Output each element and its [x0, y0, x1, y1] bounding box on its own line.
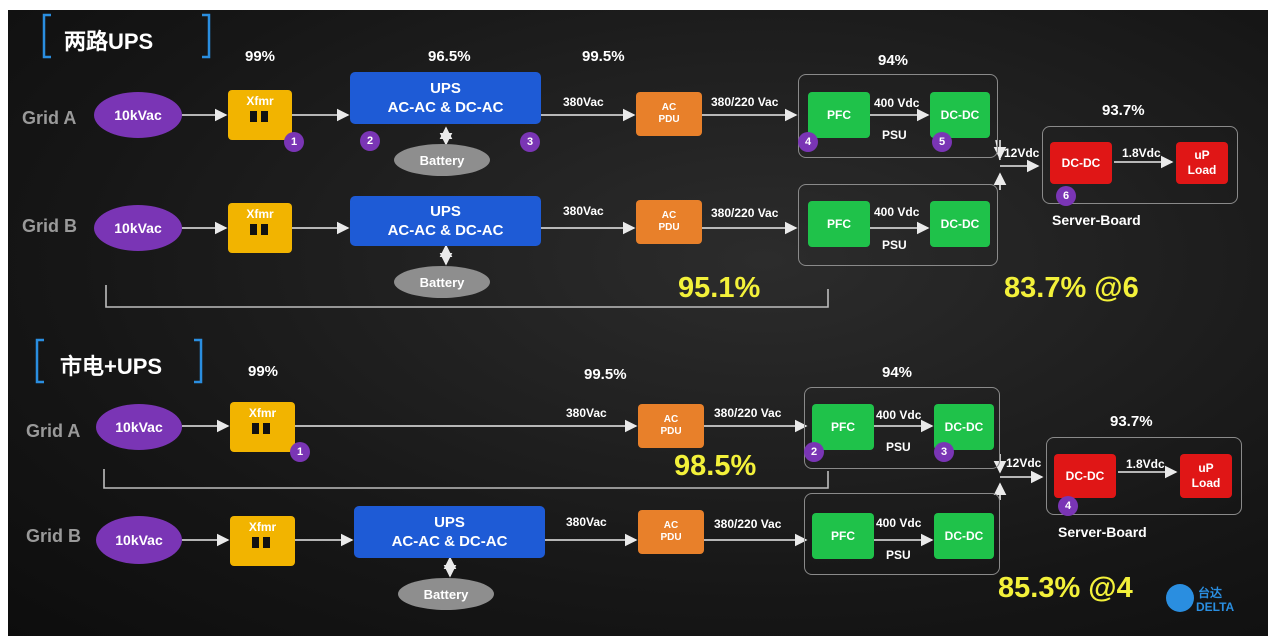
voltage-1-8vdc: 1.8Vdc	[1122, 146, 1161, 160]
server-board-label: Server-Board	[1052, 212, 1141, 228]
pfc-block: PFC	[808, 201, 870, 247]
overall-efficiency: 98.5%	[674, 450, 757, 482]
marker-4: 4	[1058, 496, 1078, 516]
logo-cn: 台达	[1198, 586, 1223, 600]
voltage-380-220vac: 380/220 Vac	[711, 95, 779, 109]
dcdc-block: DC-DC	[934, 513, 994, 559]
voltage-12vdc: 12Vdc	[1006, 456, 1042, 470]
ac-pdu-block: AC PDU	[636, 200, 702, 244]
voltage-400vdc: 400 Vdc	[874, 205, 920, 219]
xfmr-label: Xfmr	[246, 94, 274, 108]
pfc-block: PFC	[812, 404, 874, 450]
psu-label: PSU	[886, 440, 911, 454]
marker-4: 4	[798, 132, 818, 152]
dcdc-block: DC-DC	[930, 201, 990, 247]
xfmr-icon	[250, 111, 257, 122]
battery: Battery	[394, 144, 490, 176]
section-title-dual-ups: 两路UPS	[64, 29, 154, 54]
xfmr-icon	[252, 537, 259, 548]
eff-psu: 94%	[882, 364, 913, 381]
grid-a-label: Grid A	[22, 108, 77, 128]
section-title-utility-ups: 市电+UPS	[60, 354, 163, 379]
marker-1: 1	[290, 442, 310, 462]
xfmr-block: Xfmr	[228, 203, 292, 253]
pfc-block: PFC	[808, 92, 870, 138]
xfmr-block: Xfmr	[230, 516, 295, 566]
eff-board: 93.7%	[1102, 102, 1145, 119]
eff-xfmr: 99%	[245, 48, 276, 65]
voltage-380-220vac: 380/220 Vac	[714, 406, 782, 420]
source-10kvac: 10kVac	[96, 404, 182, 450]
ups-block: UPS AC-AC & DC-AC	[350, 196, 541, 246]
ac-pdu-block: AC PDU	[638, 404, 704, 448]
pfc-block: PFC	[812, 513, 874, 559]
ac-pdu-block: AC PDU	[638, 510, 704, 554]
voltage-380-220vac: 380/220 Vac	[714, 517, 782, 531]
connector-layer	[35, 13, 1178, 578]
grid-b-label: Grid B	[22, 216, 78, 236]
diagram-slide: 两路UPS 99% 96.5% 99.5% 94% 93.7% Grid A 1…	[8, 10, 1268, 636]
xfmr-block: Xfmr	[228, 90, 292, 140]
dcdc-block: DC-DC	[930, 92, 990, 138]
voltage-400vdc: 400 Vdc	[876, 408, 922, 422]
eff-board: 93.7%	[1110, 413, 1153, 430]
voltage-380-220vac: 380/220 Vac	[711, 206, 779, 220]
server-board-frame	[1046, 437, 1242, 515]
marker-6: 6	[1056, 186, 1076, 206]
voltage-380vac: 380Vac	[566, 515, 607, 529]
psu-frame	[804, 493, 1000, 575]
ups-subtitle: AC-AC & DC-AC	[387, 99, 504, 116]
marker-5: 5	[932, 132, 952, 152]
psu-label: PSU	[886, 548, 911, 562]
grid-b-label: Grid B	[26, 526, 82, 546]
total-efficiency: 85.3% @4	[998, 572, 1133, 604]
voltage-400vdc: 400 Vdc	[874, 96, 920, 110]
xfmr-icon	[252, 423, 259, 434]
psu-frame	[804, 387, 1000, 469]
voltage-380vac: 380Vac	[563, 204, 604, 218]
marker-3: 3	[934, 442, 954, 462]
xfmr-block: Xfmr	[230, 402, 295, 452]
eff-psu: 94%	[878, 52, 909, 69]
grid-a-label: Grid A	[26, 421, 81, 441]
voltage-380vac: 380Vac	[566, 406, 607, 420]
overall-efficiency: 95.1%	[678, 272, 761, 304]
ups-block: UPS AC-AC & DC-AC	[354, 506, 545, 558]
total-efficiency: 83.7% @6	[1004, 272, 1139, 304]
psu-frame	[798, 74, 998, 158]
xfmr-icon	[250, 224, 257, 235]
board-dcdc-block: DC-DC	[1050, 142, 1112, 184]
logo-text: DELTA	[1196, 600, 1235, 614]
ups-block: UPS AC-AC & DC-AC	[350, 72, 541, 124]
eff-pdu: 99.5%	[582, 48, 625, 65]
ups-title: UPS	[430, 80, 461, 97]
marker-2: 2	[360, 131, 380, 151]
delta-logo-icon	[1166, 584, 1194, 612]
source-10kvac: 10kVac	[94, 92, 182, 138]
source-10kvac: 10kVac	[94, 205, 182, 251]
psu-label: PSU	[882, 128, 907, 142]
server-board-label: Server-Board	[1058, 524, 1147, 540]
eff-pdu: 99.5%	[584, 366, 627, 383]
eff-ups: 96.5%	[428, 48, 471, 65]
voltage-380vac: 380Vac	[563, 95, 604, 109]
ac-pdu-block: AC PDU	[636, 92, 702, 136]
eff-xfmr: 99%	[248, 363, 279, 380]
source-10kvac: 10kVac	[96, 516, 182, 564]
marker-2: 2	[804, 442, 824, 462]
server-board-frame	[1042, 126, 1238, 204]
marker-1: 1	[284, 132, 304, 152]
voltage-12vdc: 12Vdc	[1004, 146, 1040, 160]
up-load-block: uP Load	[1176, 142, 1228, 184]
voltage-400vdc: 400 Vdc	[876, 516, 922, 530]
psu-frame	[798, 184, 998, 266]
battery: Battery	[394, 266, 490, 298]
up-load-block: uP Load	[1180, 454, 1232, 498]
board-dcdc-block: DC-DC	[1054, 454, 1116, 498]
psu-label: PSU	[882, 238, 907, 252]
voltage-1-8vdc: 1.8Vdc	[1126, 457, 1165, 471]
marker-3: 3	[520, 132, 540, 152]
battery: Battery	[398, 578, 494, 610]
